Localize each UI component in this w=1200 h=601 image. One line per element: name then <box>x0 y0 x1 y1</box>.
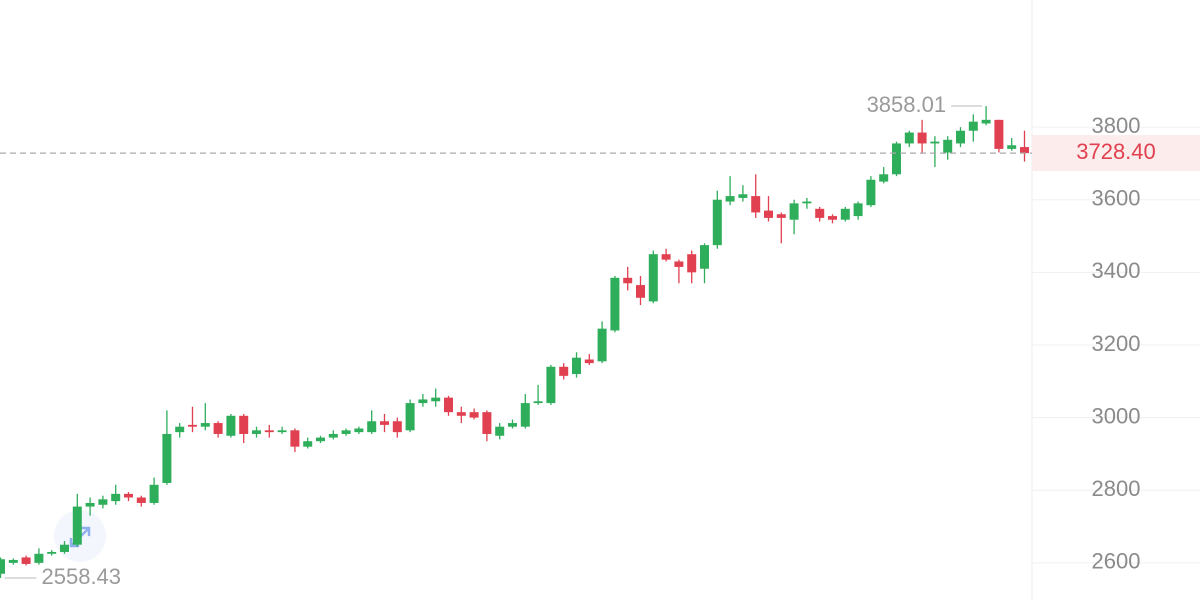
candle-body <box>124 493 133 498</box>
candle-body <box>239 415 249 434</box>
candle-body <box>674 261 684 267</box>
y-tick-label: 3800 <box>1092 113 1141 138</box>
candle-body <box>776 214 786 218</box>
candle-body <box>533 401 543 404</box>
candle-body <box>892 143 901 175</box>
high-label: 3858.01 <box>867 92 947 117</box>
candle-body <box>917 132 927 144</box>
candle-body <box>8 559 18 563</box>
candle-body <box>60 544 69 552</box>
candle-body <box>303 441 313 447</box>
candle-body <box>789 203 799 220</box>
candle-body <box>687 254 697 273</box>
candle-body <box>994 119 1004 149</box>
candle-body <box>840 208 850 220</box>
candle-body <box>188 424 197 427</box>
candle-body <box>815 208 825 218</box>
candle-body <box>98 499 108 505</box>
candle-body <box>495 426 505 436</box>
candle-body <box>85 502 95 507</box>
candle-body <box>213 423 223 434</box>
candle-body <box>34 553 44 563</box>
candle-body <box>751 196 761 213</box>
candle-body <box>597 328 607 362</box>
candle-body <box>380 421 389 425</box>
candle-body <box>700 245 709 269</box>
candle-body <box>149 484 159 503</box>
candle-body <box>828 216 837 220</box>
y-tick-label: 2600 <box>1092 549 1141 574</box>
candle-body <box>405 403 415 431</box>
candle-body <box>1007 145 1017 149</box>
candle-body <box>661 254 671 260</box>
candle-body <box>1020 147 1029 154</box>
candle-body <box>584 359 594 364</box>
y-tick-label: 3400 <box>1092 258 1141 283</box>
candle-body <box>418 399 428 404</box>
candle-body <box>47 551 57 554</box>
candle-body <box>0 559 5 574</box>
candle-body <box>341 430 351 434</box>
candle-body <box>136 497 146 503</box>
candle-body <box>162 433 172 483</box>
candle-body <box>226 415 236 436</box>
candle-body <box>930 141 940 144</box>
y-tick-label: 2800 <box>1092 476 1141 501</box>
candle-body <box>252 430 261 434</box>
candle-body <box>981 119 991 124</box>
candle-body <box>943 139 953 153</box>
candle-body <box>546 366 556 404</box>
candle-body <box>469 412 479 418</box>
candle-body <box>508 423 517 427</box>
candle-body <box>559 366 569 376</box>
candle-body <box>367 421 377 433</box>
candle-body <box>623 277 633 284</box>
candle-body <box>277 430 287 433</box>
candle-body <box>354 428 364 433</box>
candle-body <box>444 397 453 413</box>
candle-body <box>572 357 581 375</box>
y-tick-label: 3600 <box>1092 186 1141 211</box>
candle-body <box>648 254 658 302</box>
last-price-label: 3728.40 <box>1076 139 1156 164</box>
candle-body <box>725 196 735 202</box>
candle-body <box>111 493 121 502</box>
last-price-box <box>1032 135 1200 172</box>
candle-body <box>175 426 185 433</box>
candle-body <box>21 557 31 564</box>
candle-body <box>431 397 441 402</box>
candle-body <box>956 130 965 144</box>
candle-body <box>482 412 492 434</box>
candle-body <box>904 132 914 144</box>
candle-body <box>968 121 978 131</box>
y-tick-label: 3200 <box>1092 331 1141 356</box>
low-label: 2558.43 <box>42 564 122 589</box>
candle-body <box>853 203 863 217</box>
candle-body <box>264 430 274 433</box>
candle-body <box>879 174 889 182</box>
candle-body <box>866 179 876 206</box>
candle-body <box>200 423 210 427</box>
candle-body <box>802 201 812 204</box>
candle-body <box>392 421 402 433</box>
candle-body <box>712 199 722 246</box>
y-tick-label: 3000 <box>1092 403 1141 428</box>
candle-body <box>290 430 300 447</box>
candle-body <box>764 210 773 218</box>
candle-body <box>738 194 748 198</box>
candle-body <box>520 403 530 427</box>
candle-body <box>456 412 466 416</box>
candle-body <box>72 506 82 545</box>
candle-body <box>610 277 620 331</box>
candle-body <box>636 285 645 298</box>
candle-body <box>316 437 325 442</box>
candle-body <box>328 433 338 438</box>
